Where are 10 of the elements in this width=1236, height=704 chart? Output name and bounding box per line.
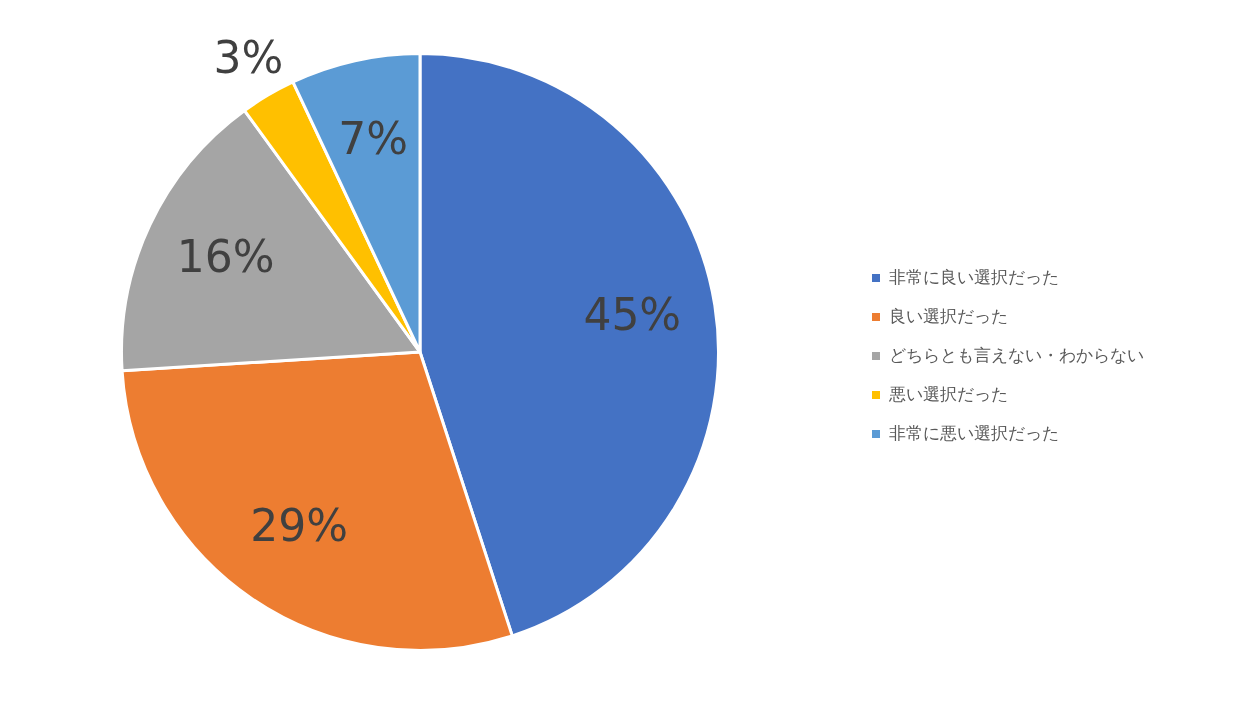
legend-label: 非常に悪い選択だった bbox=[889, 422, 1059, 445]
data-label: 7% bbox=[338, 112, 409, 164]
legend-label: 良い選択だった bbox=[889, 305, 1008, 328]
data-label: 16% bbox=[176, 230, 275, 282]
legend-label: 非常に良い選択だった bbox=[889, 266, 1059, 289]
data-label: 29% bbox=[250, 500, 349, 552]
data-label: 45% bbox=[583, 288, 682, 340]
legend-label: どちらとも言えない・わからない bbox=[889, 344, 1144, 367]
data-label: 3% bbox=[213, 32, 284, 84]
legend-label: 悪い選択だった bbox=[889, 383, 1008, 406]
